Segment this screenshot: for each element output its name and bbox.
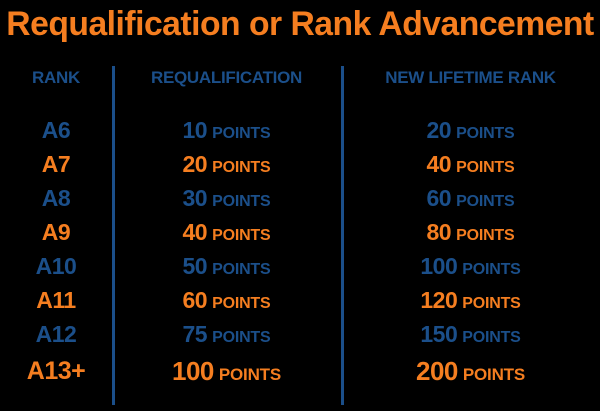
cell-new-lifetime-rank: 20 POINTS [341, 117, 600, 144]
requalification-points-value: 30 [182, 184, 208, 211]
cell-rank: A9 [0, 219, 112, 246]
new-lifetime-rank-points-unit: POINTS [462, 294, 521, 312]
cell-rank: A10 [0, 253, 112, 280]
cell-new-lifetime-rank: 60 POINTS [341, 185, 600, 212]
rank-value: A8 [41, 184, 71, 211]
new-lifetime-rank-points-unit: POINTS [456, 192, 515, 210]
new-lifetime-rank-points-unit: POINTS [456, 226, 515, 244]
new-lifetime-rank-points-value: 40 [426, 150, 452, 177]
cell-new-lifetime-rank: 120 POINTS [341, 287, 600, 314]
requalification-points-unit: POINTS [212, 124, 271, 142]
table-body: A6 10 POINTS 20 POINTS A7 20 POINTS 40 POINTS A8 30… [0, 113, 600, 391]
rank-value: A10 [35, 252, 77, 279]
table-row: A13+ 100 POINTS 200 POINTS [0, 351, 600, 391]
rank-value: A7 [41, 150, 71, 177]
requalification-points-unit: POINTS [212, 226, 271, 244]
new-lifetime-rank-points-value: 120 [420, 286, 458, 313]
cell-new-lifetime-rank: 40 POINTS [341, 151, 600, 178]
column-divider-rank-requalification [112, 66, 115, 405]
requalification-points-value: 100 [172, 355, 214, 386]
table-row: A10 50 POINTS 100 POINTS [0, 249, 600, 283]
column-header-requalification: REQUALIFICATION [150, 68, 302, 87]
rank-value: A13+ [26, 356, 86, 385]
cell-rank: A7 [0, 151, 112, 178]
cell-new-lifetime-rank: 150 POINTS [341, 321, 600, 348]
rank-value: A6 [41, 116, 71, 143]
requalification-points-value: 20 [182, 150, 208, 177]
cell-requalification: 40 POINTS [112, 219, 341, 246]
table-row: A8 30 POINTS 60 POINTS [0, 181, 600, 215]
cell-requalification: 100 POINTS [112, 356, 341, 387]
new-lifetime-rank-points-unit: POINTS [462, 364, 525, 384]
cell-requalification: 75 POINTS [112, 321, 341, 348]
requalification-points-value: 60 [182, 286, 208, 313]
requalification-points-value: 75 [182, 320, 208, 347]
cell-new-lifetime-rank: 200 POINTS [341, 356, 600, 387]
requalification-points-value: 10 [182, 116, 208, 143]
new-lifetime-rank-points-value: 20 [426, 116, 452, 143]
rank-value: A9 [41, 218, 71, 245]
requalification-points-unit: POINTS [212, 158, 271, 176]
cell-new-lifetime-rank: 80 POINTS [341, 219, 600, 246]
table-row: A12 75 POINTS 150 POINTS [0, 317, 600, 351]
requalification-points-unit: POINTS [212, 294, 271, 312]
cell-rank: A13+ [0, 357, 112, 386]
requalification-points-unit: POINTS [212, 260, 271, 278]
new-lifetime-rank-points-unit: POINTS [456, 124, 515, 142]
requalification-points-unit: POINTS [212, 328, 271, 346]
new-lifetime-rank-points-value: 200 [416, 355, 458, 386]
rank-value: A12 [35, 320, 77, 347]
table-row: A11 60 POINTS 120 POINTS [0, 283, 600, 317]
cell-requalification: 10 POINTS [112, 117, 341, 144]
table-row: A7 20 POINTS 40 POINTS [0, 147, 600, 181]
cell-requalification: 60 POINTS [112, 287, 341, 314]
column-divider-requalification-lifetime [341, 66, 344, 405]
requalification-points-unit: POINTS [212, 192, 271, 210]
table-row: A9 40 POINTS 80 POINTS [0, 215, 600, 249]
cell-requalification: 50 POINTS [112, 253, 341, 280]
table-header-row: RANK REQUALIFICATION NEW LIFETIME RANK [0, 64, 600, 92]
rank-value: A11 [36, 286, 76, 313]
table-row: A6 10 POINTS 20 POINTS [0, 113, 600, 147]
requalification-points-value: 50 [182, 252, 208, 279]
cell-rank: A11 [0, 287, 112, 314]
page-title: Requalification or Rank Advancement [6, 5, 594, 43]
requalification-points-value: 40 [182, 218, 208, 245]
column-header-rank: RANK [32, 68, 80, 87]
cell-new-lifetime-rank: 100 POINTS [341, 253, 600, 280]
cell-requalification: 30 POINTS [112, 185, 341, 212]
cell-rank: A6 [0, 117, 112, 144]
new-lifetime-rank-points-value: 150 [420, 320, 458, 347]
requalification-points-unit: POINTS [218, 364, 281, 384]
cell-rank: A12 [0, 321, 112, 348]
new-lifetime-rank-points-unit: POINTS [456, 158, 515, 176]
column-header-new-lifetime-rank: NEW LIFETIME RANK [385, 68, 556, 87]
cell-rank: A8 [0, 185, 112, 212]
new-lifetime-rank-points-unit: POINTS [462, 328, 521, 346]
cell-requalification: 20 POINTS [112, 151, 341, 178]
new-lifetime-rank-points-value: 60 [426, 184, 452, 211]
new-lifetime-rank-points-value: 80 [426, 218, 452, 245]
new-lifetime-rank-points-value: 100 [420, 252, 458, 279]
new-lifetime-rank-points-unit: POINTS [462, 260, 521, 278]
